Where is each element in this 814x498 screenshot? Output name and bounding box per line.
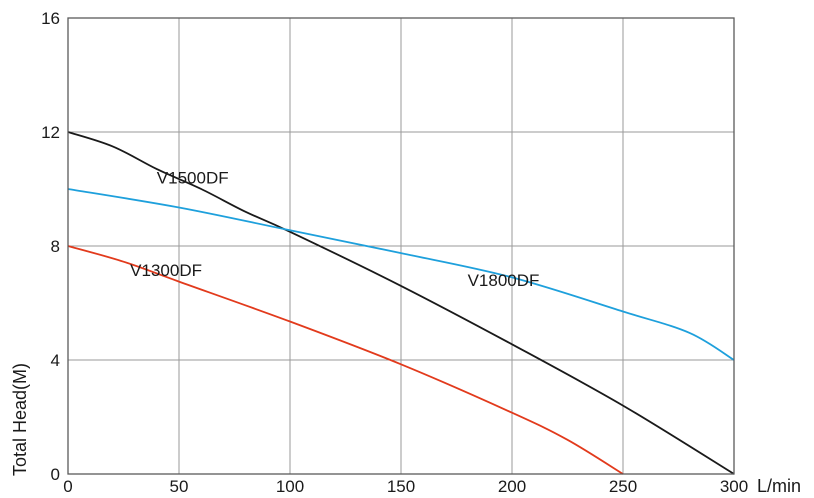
y-axis-label: Total Head(M): [10, 363, 30, 476]
y-tick-label: 4: [51, 351, 60, 370]
y-tick-label: 0: [51, 465, 60, 484]
x-tick-label: 50: [170, 477, 189, 496]
x-tick-label: 250: [609, 477, 637, 496]
x-axis-label: L/min: [757, 476, 801, 496]
x-tick-labels: 0 50 100 150 200 250 300: [63, 477, 748, 496]
x-tick-label: 0: [63, 477, 72, 496]
grid: [68, 18, 734, 474]
x-tick-label: 200: [498, 477, 526, 496]
series-line-v1300df: [67, 245, 624, 475]
series-label-v1800df: V1800DF: [468, 271, 540, 290]
plot-frame: [67, 17, 735, 475]
y-tick-label: 8: [51, 237, 60, 256]
x-tick-label: 150: [387, 477, 415, 496]
y-tick-labels: 0 4 8 12 16: [41, 9, 60, 484]
x-tick-label: 100: [276, 477, 304, 496]
y-tick-label: 16: [41, 9, 60, 28]
series-label-v1500df: V1500DF: [157, 168, 229, 187]
y-tick-label: 12: [41, 123, 60, 142]
series-label-v1300df: V1300DF: [130, 261, 202, 280]
series-line-v1800df: [67, 188, 735, 361]
plot-border: [67, 17, 735, 475]
series-line-v1500df: [67, 131, 735, 475]
series-lines: [67, 131, 735, 475]
series-labels: V1500DF V1800DF V1300DF: [130, 168, 539, 290]
x-tick-label: 300: [720, 477, 748, 496]
